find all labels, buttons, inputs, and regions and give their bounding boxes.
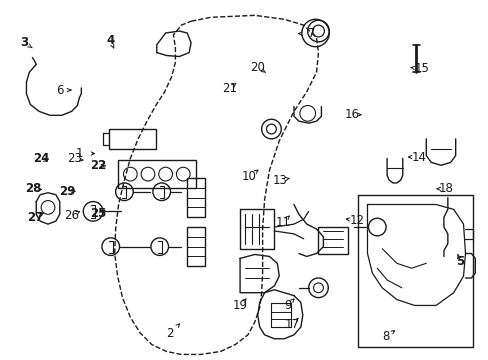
Text: 18: 18 [437, 182, 452, 195]
Text: 7: 7 [307, 27, 315, 40]
Text: 1: 1 [75, 147, 83, 160]
Text: 15: 15 [413, 62, 428, 75]
Text: 10: 10 [242, 170, 256, 183]
Text: 13: 13 [272, 174, 287, 186]
Text: 25: 25 [90, 207, 106, 220]
Text: 11: 11 [275, 216, 290, 229]
Text: 9: 9 [284, 299, 291, 312]
Text: 29: 29 [59, 185, 75, 198]
Text: 17: 17 [285, 318, 299, 331]
Text: 23: 23 [67, 152, 81, 165]
Bar [187, 178, 204, 217]
Text: 3: 3 [20, 36, 28, 49]
Text: 2: 2 [166, 327, 174, 340]
Text: 21: 21 [222, 82, 237, 95]
Text: 4: 4 [106, 34, 114, 47]
Bar [318, 227, 347, 255]
Text: 27: 27 [27, 211, 43, 224]
Text: 6: 6 [56, 84, 63, 96]
Bar [108, 129, 156, 149]
Text: 14: 14 [411, 150, 426, 163]
Text: 16: 16 [344, 108, 359, 121]
Text: 26: 26 [64, 209, 80, 222]
Text: 19: 19 [232, 299, 247, 312]
Bar [187, 227, 204, 266]
Text: 20: 20 [249, 60, 264, 73]
Text: 8: 8 [382, 330, 389, 343]
Text: 12: 12 [349, 214, 364, 227]
Text: 22: 22 [90, 159, 106, 172]
Text: 5: 5 [455, 255, 463, 267]
Text: 24: 24 [33, 152, 49, 165]
Bar [117, 161, 196, 188]
Text: 28: 28 [25, 182, 42, 195]
